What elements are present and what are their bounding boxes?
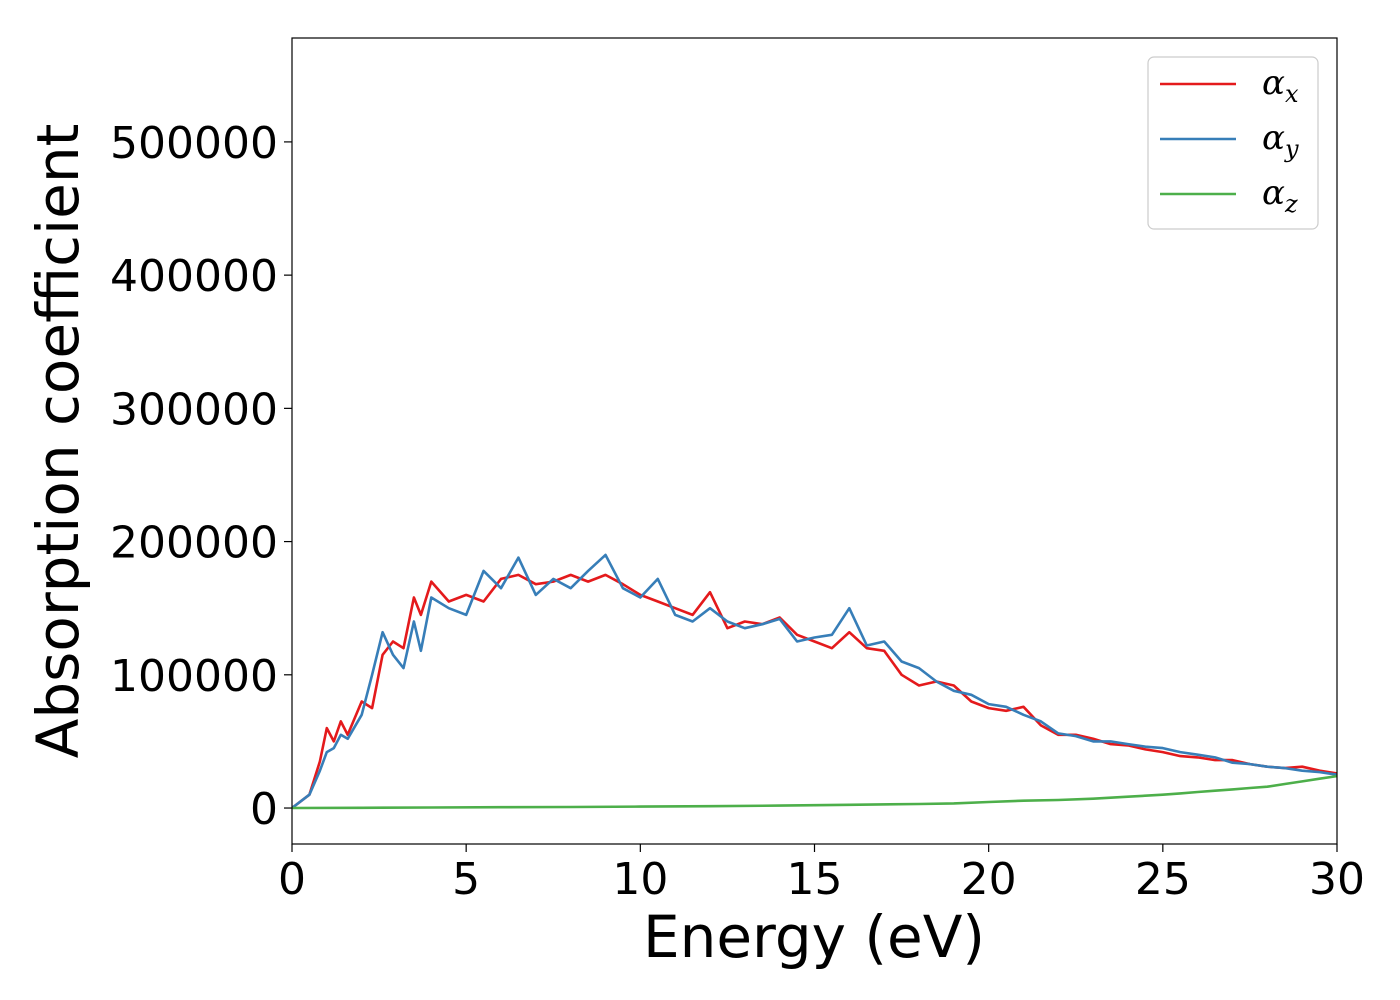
x-tick-label: 15 — [787, 854, 843, 905]
x-tick-label: 25 — [1135, 854, 1191, 905]
legend: αx αy αz — [1147, 56, 1319, 230]
y-tick-label: 300000 — [110, 384, 278, 435]
legend-label-x: αx — [1262, 63, 1299, 108]
y-tick-label: 200000 — [110, 518, 278, 569]
series-line-z — [292, 774, 1337, 810]
legend-box — [1147, 56, 1319, 230]
x-tick-label: 30 — [1309, 854, 1365, 905]
y-tick-label: 500000 — [110, 118, 278, 169]
series-layer — [292, 553, 1337, 810]
y-axis-title: Absorption coefficient — [24, 124, 92, 759]
legend-label-z: αz — [1262, 173, 1298, 218]
x-tick-label: 10 — [612, 854, 668, 905]
legend-items: αx αy αz — [1160, 63, 1299, 218]
y-tick-label: 100000 — [110, 651, 278, 702]
series-line-y — [292, 553, 1337, 810]
x-tick-label: 20 — [961, 854, 1017, 905]
legend-label-y: αy — [1262, 118, 1299, 163]
y-tick-label: 0 — [250, 784, 278, 835]
x-tick-label: 5 — [452, 854, 480, 905]
x-tick-label: 0 — [278, 854, 306, 905]
x-axis-title: Energy (eV) — [643, 903, 985, 971]
x-ticks: 0 5 10 15 20 25 30 — [278, 844, 1365, 905]
y-ticks: 0 100000 200000 300000 400000 500000 — [110, 118, 292, 835]
y-tick-label: 400000 — [110, 251, 278, 302]
